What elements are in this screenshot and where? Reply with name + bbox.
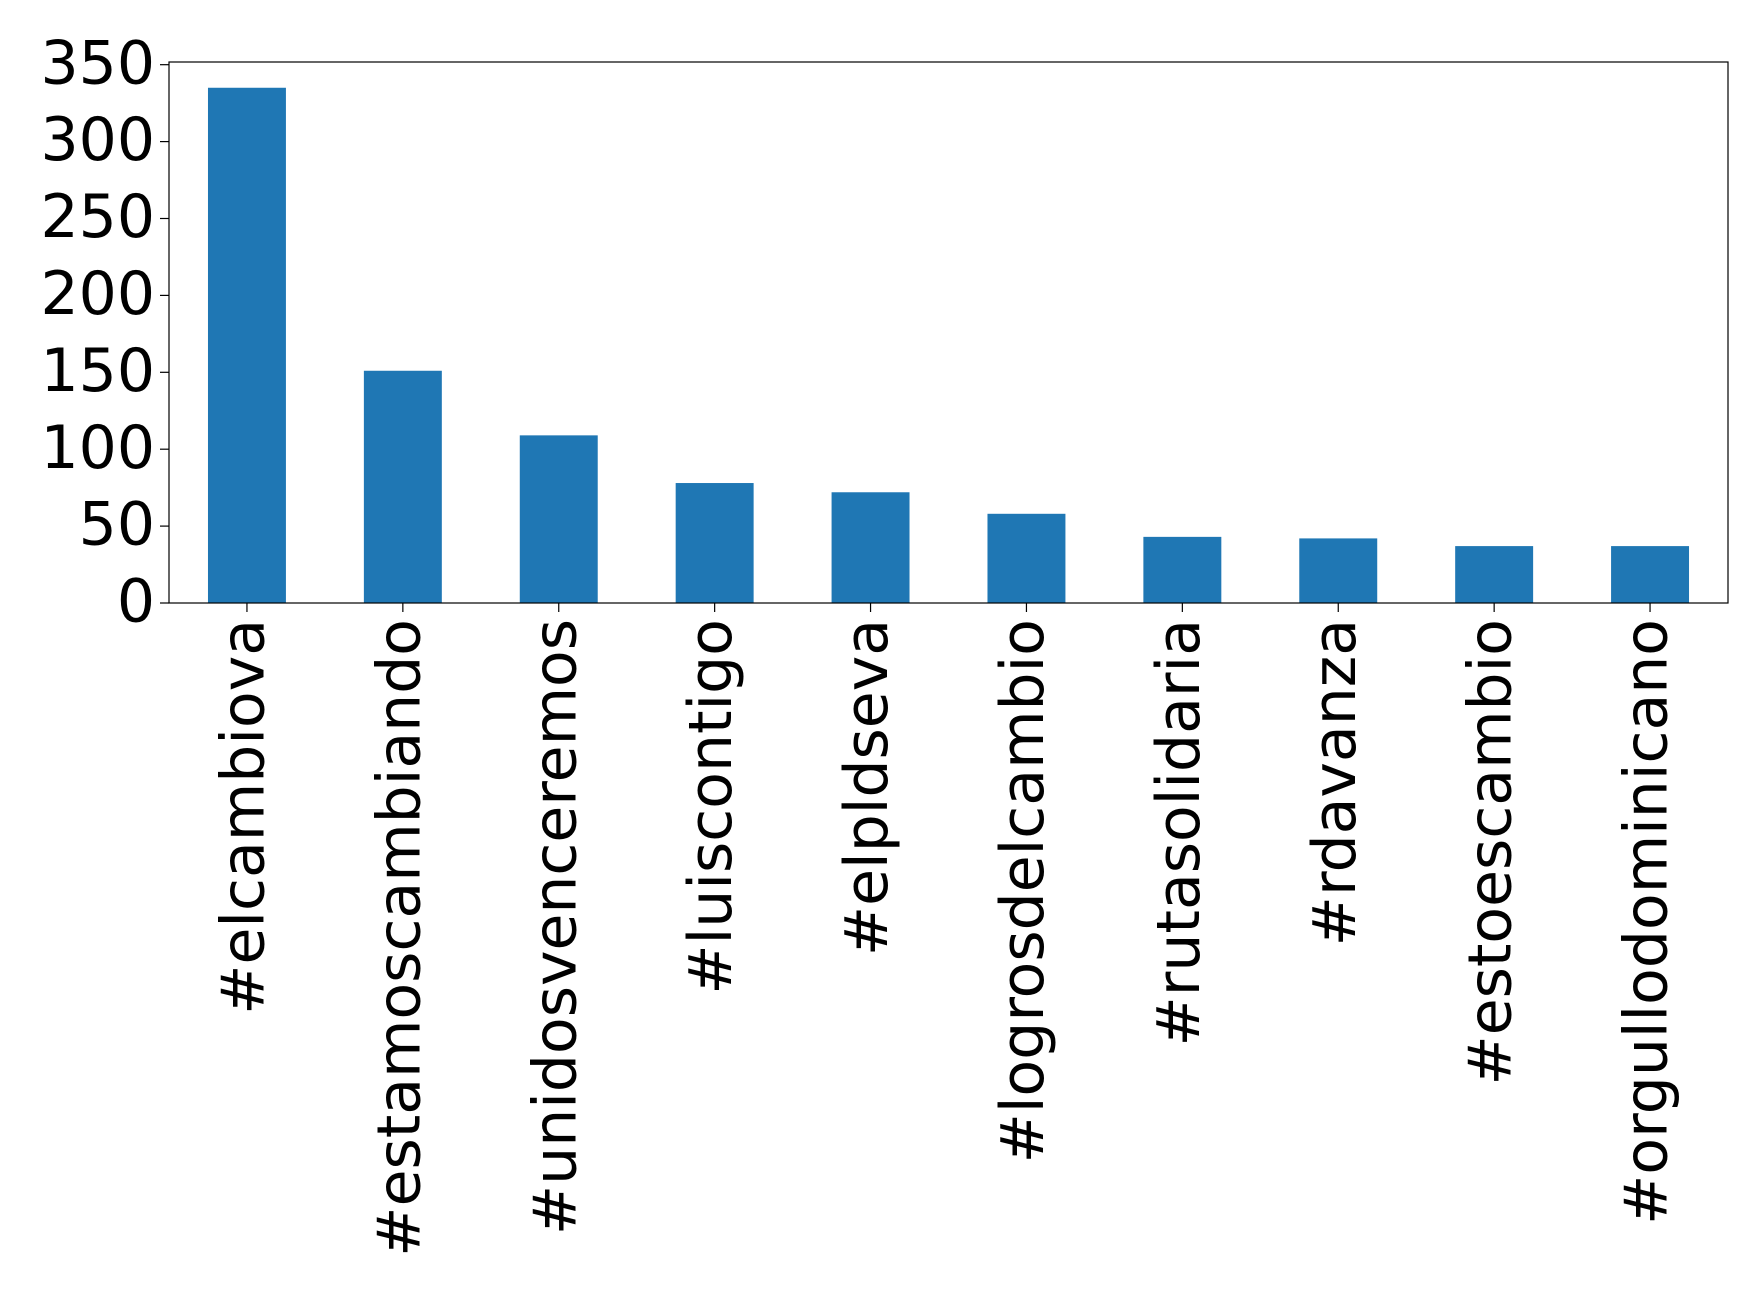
bar: [1455, 546, 1534, 603]
y-tick-label: 0: [117, 567, 155, 637]
x-tick-label: #elpldseva: [832, 619, 902, 956]
bar: [675, 483, 754, 603]
bar: [987, 513, 1066, 603]
bar: [207, 87, 286, 603]
y-tick-label: 300: [40, 105, 155, 175]
x-tick-label: #rutasolidaria: [1144, 619, 1214, 1047]
x-tick-label: #logrosdelcambio: [988, 619, 1058, 1163]
plot-frame: [168, 61, 1729, 604]
y-tick-label: 50: [79, 490, 155, 560]
y-tick-label: 250: [40, 182, 155, 252]
bar: [1611, 546, 1690, 603]
x-tick-label: #rdavanza: [1300, 619, 1370, 946]
y-tick-label: 150: [40, 336, 155, 406]
x-tick-label: #unidosvenceremos: [520, 619, 590, 1235]
x-tick-label: #estoescambio: [1456, 619, 1526, 1086]
bar: [519, 435, 598, 603]
bar: [831, 492, 910, 603]
x-tick-label: #luiscontigo: [676, 619, 746, 995]
bar: [1143, 536, 1222, 603]
bar: [1299, 538, 1378, 603]
y-tick-label: 350: [40, 28, 155, 98]
x-tick-label: #elcambiova: [209, 619, 279, 1015]
x-tick-label: #orgullodominicano: [1612, 619, 1682, 1225]
y-tick-label: 200: [40, 259, 155, 329]
x-tick-label: #estamoscambiando: [364, 619, 434, 1257]
y-tick-label: 100: [40, 413, 155, 483]
bar: [363, 370, 442, 603]
